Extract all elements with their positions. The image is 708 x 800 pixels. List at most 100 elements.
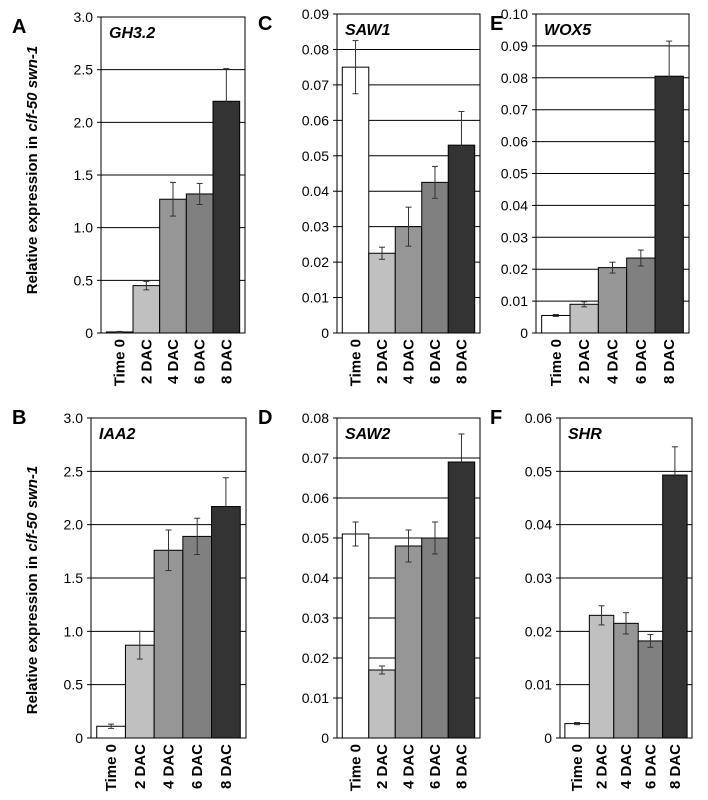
- y-tick-label: 0.09: [302, 6, 329, 22]
- x-tick-label: 8 DAC: [218, 339, 235, 384]
- x-tick-label: 6 DAC: [427, 339, 444, 384]
- panels-group: 0 0.5 1.0 1.5 2.0 2.5 3.0 Time 0 2 DAC 4 DAC 6 DAC…: [12, 6, 693, 791]
- x-tick-label: 4 DAC: [161, 744, 178, 789]
- y-tick-label: 0.01: [501, 293, 528, 309]
- y-tick-label: 0.10: [501, 6, 528, 22]
- bar-4-dac: [613, 622, 639, 739]
- y-tick-label: 0.07: [302, 77, 329, 93]
- x-tick-label: 8 DAC: [453, 744, 470, 789]
- y-tick-label: 0: [321, 325, 329, 341]
- bar-8-dac: [447, 461, 476, 739]
- x-tick-label: 8 DAC: [667, 744, 684, 789]
- bar-2-dac: [368, 669, 396, 739]
- panel-e: 0 0.01 0.02 0.03 0.04 0.05 0.06 0.07 0.08 0.09 0.1…: [490, 6, 690, 386]
- bar-6-dac: [185, 193, 214, 334]
- y-tick-label: 0.05: [501, 166, 528, 182]
- x-tick-label: 6 DAC: [192, 339, 209, 384]
- bar-2-dac: [368, 252, 396, 334]
- bar-8-dac: [654, 75, 684, 334]
- y-tick-label: 1.0: [64, 623, 84, 639]
- x-tick-label: Time 0: [348, 339, 365, 386]
- y-tick-label: 0.06: [302, 112, 329, 128]
- y-tick-label: 0.05: [525, 463, 552, 479]
- y-tick-label: 1.5: [74, 167, 94, 183]
- y-tick-label: 0.06: [302, 490, 329, 506]
- y-tick-label: 0.02: [525, 623, 552, 639]
- x-tick-label: 2 DAC: [374, 744, 391, 789]
- x-tick-label: 6 DAC: [633, 339, 650, 384]
- y-tick-label: 0.06: [501, 134, 528, 150]
- y-tick-label: 0.03: [302, 219, 329, 235]
- panel-c: 0 0.01 0.02 0.03 0.04 0.05 0.06 0.07 0.08 0.09 Tim…: [258, 6, 481, 386]
- x-tick-label: 2 DAC: [132, 744, 149, 789]
- y-tick-label: 0.05: [302, 148, 329, 164]
- y-tick-label: 0.04: [525, 517, 552, 533]
- x-tick-label: 4 DAC: [401, 339, 418, 384]
- y-tick-label: 1.5: [64, 570, 84, 586]
- bar-6-dac: [182, 535, 213, 739]
- y-tick-label: 0: [520, 325, 528, 341]
- panel-letter: C: [258, 13, 272, 35]
- bar-8-dac: [212, 100, 241, 334]
- bar-4-dac: [394, 545, 423, 739]
- y-tick-label: 2.5: [64, 463, 84, 479]
- y-tick-label: 0.02: [302, 254, 329, 270]
- x-tick-label: 2 DAC: [374, 339, 391, 384]
- bar-6-dac: [421, 181, 449, 334]
- gene-title: SHR: [568, 426, 602, 443]
- y-axis-label-bottom: Relative expression in clf-50 swn-1: [24, 466, 41, 714]
- bar-4-dac: [159, 198, 187, 334]
- bar-6-dac: [626, 257, 656, 334]
- bar-time-0: [341, 533, 370, 739]
- y-tick-label: 3.0: [74, 9, 94, 25]
- x-tick-label: Time 0: [112, 339, 129, 386]
- y-tick-label: 0.07: [501, 102, 528, 118]
- y-tick-label: 0.07: [302, 450, 329, 466]
- x-tick-label: 8 DAC: [661, 339, 678, 384]
- panel-a: 0 0.5 1.0 1.5 2.0 2.5 3.0 Time 0 2 DAC 4 DAC 6 DAC…: [12, 9, 246, 386]
- y-tick-label: 1.0: [74, 220, 94, 236]
- x-tick-label: Time 0: [569, 744, 586, 791]
- x-tick-label: 4 DAC: [165, 339, 182, 384]
- panel-d: 0 0.01 0.02 0.03 0.04 0.05 0.06 0.07 0.08 Time 0 2…: [258, 407, 481, 791]
- bar-4-dac: [597, 267, 628, 334]
- x-tick-label: Time 0: [103, 744, 120, 791]
- y-tick-label: 2.5: [74, 62, 94, 78]
- y-tick-label: 0: [321, 730, 329, 746]
- y-tick-label: 0.03: [525, 570, 552, 586]
- y-tick-label: 0: [85, 325, 93, 341]
- bar-2-dac: [132, 285, 161, 334]
- x-tick-label: Time 0: [548, 339, 565, 386]
- y-tick-label: 0.05: [302, 530, 329, 546]
- y-tick-label: 0.01: [302, 690, 329, 706]
- panel-letter: D: [258, 407, 272, 429]
- x-tick-label: 2 DAC: [594, 744, 611, 789]
- x-tick-label: 8 DAC: [218, 744, 235, 789]
- y-tick-label: 0.03: [302, 610, 329, 626]
- panel-letter: B: [12, 407, 26, 429]
- bar-8-dac: [662, 474, 688, 739]
- y-axis-label-top: Relative expression in clf-50 swn-1: [24, 46, 41, 294]
- y-tick-label: 0.01: [302, 290, 329, 306]
- x-tick-label: 2 DAC: [576, 339, 593, 384]
- panel-letter: E: [490, 13, 503, 35]
- gene-title: WOX5: [544, 22, 592, 39]
- x-tick-label: 4 DAC: [401, 744, 418, 789]
- x-tick-label: 6 DAC: [189, 744, 206, 789]
- x-tick-label: 4 DAC: [618, 744, 635, 789]
- bar-time-0: [564, 723, 590, 739]
- y-tick-label: 0: [544, 730, 552, 746]
- panel-f: 0 0.01 0.02 0.03 0.04 0.05 0.06 Time 0 2 DAC 4 DA…: [490, 407, 693, 791]
- gene-title: SAW1: [345, 22, 390, 39]
- panel-letter: F: [490, 407, 502, 429]
- x-tick-label: 6 DAC: [427, 744, 444, 789]
- bar-2-dac: [588, 614, 615, 739]
- y-tick-label: 0.08: [302, 41, 329, 57]
- bar-8-dac: [211, 506, 241, 739]
- y-tick-label: 0.08: [302, 410, 329, 426]
- x-tick-label: 4 DAC: [605, 339, 622, 384]
- y-tick-label: 0.08: [501, 70, 528, 86]
- y-tick-label: 0.02: [501, 261, 528, 277]
- x-tick-label: 8 DAC: [453, 339, 470, 384]
